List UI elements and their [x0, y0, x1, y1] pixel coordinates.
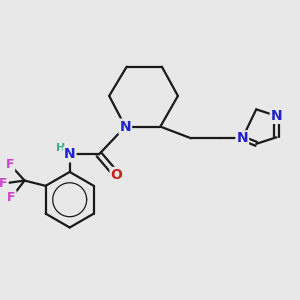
Text: N: N — [271, 109, 282, 123]
Text: H: H — [56, 143, 65, 153]
Text: N: N — [64, 147, 76, 161]
Text: F: F — [7, 191, 16, 204]
Text: N: N — [236, 131, 248, 145]
Text: N: N — [119, 120, 131, 134]
Text: F: F — [0, 177, 8, 190]
Text: O: O — [111, 168, 122, 182]
Text: F: F — [6, 158, 14, 171]
